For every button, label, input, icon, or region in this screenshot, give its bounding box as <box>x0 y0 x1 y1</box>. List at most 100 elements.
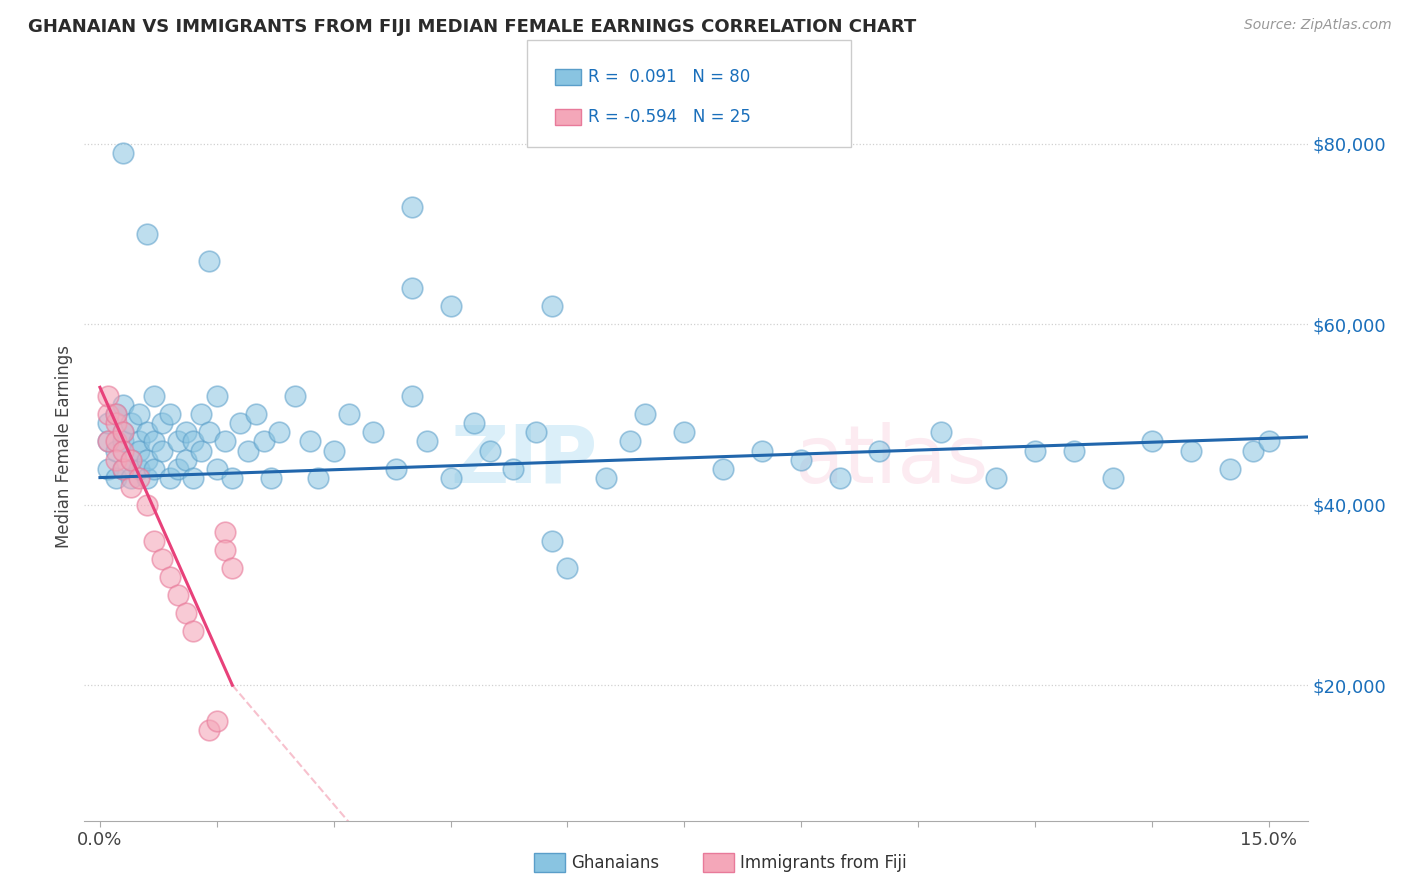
Point <box>120 470 142 484</box>
Text: atlas: atlas <box>794 422 988 500</box>
Point <box>595 470 617 484</box>
Point <box>1241 443 1264 458</box>
Point <box>135 498 157 512</box>
Point <box>205 714 228 729</box>
Point <box>159 470 181 484</box>
Point <box>128 461 150 475</box>
Point <box>221 470 243 484</box>
Point <box>135 452 157 467</box>
Point <box>159 570 181 584</box>
Point <box>150 443 173 458</box>
Point <box>112 461 135 475</box>
Point <box>540 533 562 548</box>
Point <box>830 470 852 484</box>
Point <box>634 408 657 422</box>
Point <box>463 417 485 431</box>
Point <box>143 389 166 403</box>
Point <box>97 434 120 449</box>
Point <box>104 408 127 422</box>
Point <box>416 434 439 449</box>
Point <box>1140 434 1163 449</box>
Point <box>198 425 221 440</box>
Point <box>166 434 188 449</box>
Point <box>97 417 120 431</box>
Point <box>112 398 135 412</box>
Point <box>868 443 890 458</box>
Point <box>205 389 228 403</box>
Point <box>1180 443 1202 458</box>
Point <box>401 200 423 214</box>
Point <box>104 470 127 484</box>
Point <box>128 443 150 458</box>
Point <box>190 443 212 458</box>
Point <box>307 470 329 484</box>
Point <box>439 470 461 484</box>
Point <box>1101 470 1123 484</box>
Point <box>385 461 408 475</box>
Point <box>751 443 773 458</box>
Y-axis label: Median Female Earnings: Median Female Earnings <box>55 344 73 548</box>
Point <box>401 389 423 403</box>
Point <box>120 480 142 494</box>
Text: R =  0.091   N = 80: R = 0.091 N = 80 <box>588 68 749 86</box>
Point <box>120 452 142 467</box>
Point <box>150 417 173 431</box>
Point <box>401 281 423 295</box>
Point <box>269 425 291 440</box>
Point <box>252 434 274 449</box>
Point <box>337 408 360 422</box>
Point <box>143 434 166 449</box>
Point <box>112 443 135 458</box>
Point <box>190 408 212 422</box>
Point <box>183 434 205 449</box>
Point <box>135 227 157 241</box>
Point <box>1063 443 1085 458</box>
Point <box>214 542 236 557</box>
Point <box>299 434 322 449</box>
Point <box>143 461 166 475</box>
Point <box>198 254 221 268</box>
Point <box>120 417 142 431</box>
Point <box>104 417 127 431</box>
Point <box>112 425 135 440</box>
Point <box>502 461 524 475</box>
Point <box>984 470 1007 484</box>
Text: Source: ZipAtlas.com: Source: ZipAtlas.com <box>1244 18 1392 32</box>
Point <box>112 425 135 440</box>
Point <box>221 561 243 575</box>
Point <box>524 425 547 440</box>
Point <box>361 425 384 440</box>
Point <box>214 434 236 449</box>
Point <box>104 443 127 458</box>
Text: ZIP: ZIP <box>451 422 598 500</box>
Point <box>128 434 150 449</box>
Point <box>619 434 641 449</box>
Point <box>1219 461 1241 475</box>
Point <box>104 408 127 422</box>
Point <box>174 425 197 440</box>
Point <box>120 452 142 467</box>
Point <box>198 723 221 738</box>
Point <box>104 452 127 467</box>
Point <box>540 299 562 313</box>
Point <box>128 470 150 484</box>
Point <box>135 425 157 440</box>
Point <box>229 417 252 431</box>
Point <box>183 470 205 484</box>
Point <box>931 425 953 440</box>
Point <box>112 145 135 160</box>
Point <box>166 461 188 475</box>
Point <box>174 452 197 467</box>
Point <box>711 461 734 475</box>
Point <box>284 389 307 403</box>
Text: Ghanaians: Ghanaians <box>571 854 659 871</box>
Point <box>174 606 197 620</box>
Point <box>183 624 205 638</box>
Point <box>166 588 188 602</box>
Point <box>112 434 135 449</box>
Text: GHANAIAN VS IMMIGRANTS FROM FIJI MEDIAN FEMALE EARNINGS CORRELATION CHART: GHANAIAN VS IMMIGRANTS FROM FIJI MEDIAN … <box>28 18 917 36</box>
Point <box>112 461 135 475</box>
Point <box>236 443 259 458</box>
Point <box>150 552 173 566</box>
Point <box>1024 443 1046 458</box>
